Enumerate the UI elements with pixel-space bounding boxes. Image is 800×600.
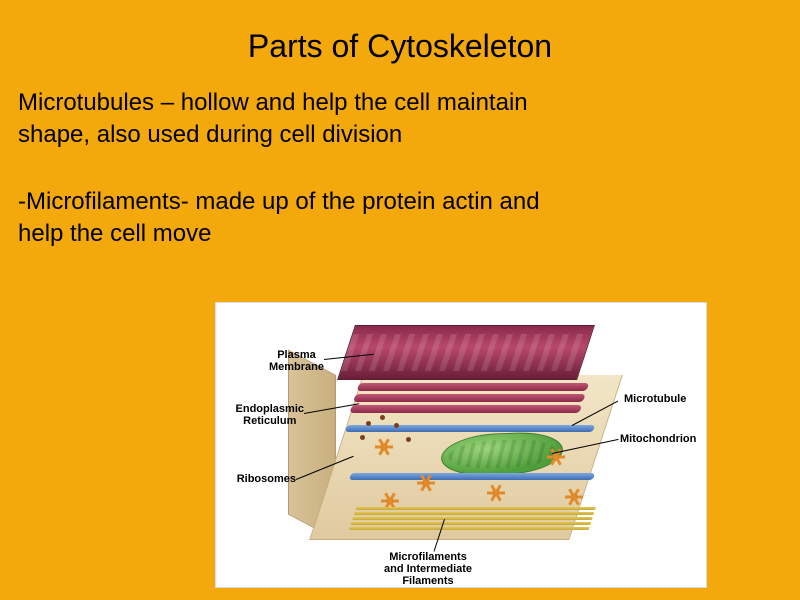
microfilaments-shape: [348, 507, 596, 533]
label-mitochondrion: Mitochondrion: [620, 433, 696, 445]
label-microfilaments: Microfilaments and Intermediate Filament…: [384, 551, 472, 587]
para2-line1: -Microfilaments- made up of the protein …: [18, 188, 540, 215]
label-microtubule: Microtubule: [624, 393, 686, 405]
ribosome-icon: [406, 437, 411, 442]
cytoskeleton-diagram: Plasma Membrane Endoplasmic Reticulum Ri…: [215, 302, 707, 588]
plasma-membrane-shape: [337, 325, 595, 380]
para1-line1: Microtubules – hollow and help the cell …: [18, 89, 528, 116]
ribosome-icon: [360, 435, 365, 440]
ribosome-icon: [380, 415, 385, 420]
paragraph-microtubules: Microtubules – hollow and help the cell …: [0, 87, 800, 152]
cell-block: [346, 325, 586, 535]
paragraph-microfilaments: -Microfilaments- made up of the protein …: [0, 186, 800, 251]
label-text: Plasma Membrane: [269, 349, 324, 373]
ribosome-icon: [366, 421, 371, 426]
label-endoplasmic-reticulum: Endoplasmic Reticulum: [236, 403, 304, 427]
ribosome-icon: [394, 423, 399, 428]
para1-line2: shape, also used during cell division: [18, 121, 402, 148]
microtubule-shape-1: [345, 425, 595, 432]
page-title: Parts of Cytoskeleton: [0, 0, 800, 87]
label-text: Endoplasmic Reticulum: [236, 403, 304, 427]
label-text: Microfilaments and Intermediate Filament…: [384, 551, 472, 587]
intermediate-filament-icon: [565, 488, 583, 506]
label-plasma-membrane: Plasma Membrane: [269, 349, 324, 373]
intermediate-filament-icon: [375, 438, 393, 456]
para2-line2: help the cell move: [18, 220, 211, 247]
endoplasmic-reticulum-shape: [349, 383, 589, 415]
microtubule-shape-2: [349, 473, 595, 480]
intermediate-filament-icon: [417, 474, 435, 492]
intermediate-filament-icon: [487, 484, 505, 502]
label-ribosomes: Ribosomes: [237, 473, 296, 485]
